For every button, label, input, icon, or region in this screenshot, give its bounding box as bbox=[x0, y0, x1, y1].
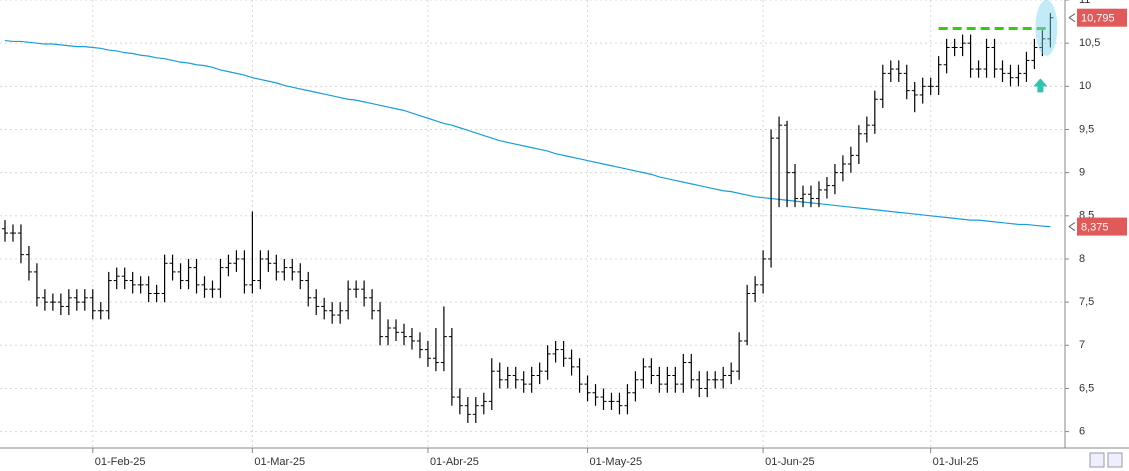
price-tag-pointer bbox=[1068, 13, 1076, 23]
y-tick-label: 8 bbox=[1079, 253, 1085, 265]
y-tick-label: 7 bbox=[1079, 339, 1085, 351]
y-tick-label: 6 bbox=[1079, 426, 1085, 438]
y-tick-label: 10,5 bbox=[1079, 37, 1100, 49]
price-tag-label: 8,375 bbox=[1081, 221, 1109, 233]
corner-buttons bbox=[1089, 452, 1123, 468]
highlight-ellipse bbox=[1035, 0, 1058, 56]
price-tag-pointer bbox=[1068, 222, 1076, 232]
y-tick-label: 10 bbox=[1079, 80, 1091, 92]
y-tick-label: 9,5 bbox=[1079, 123, 1094, 135]
y-tick-label: 11 bbox=[1079, 0, 1090, 6]
zoom-button[interactable] bbox=[1089, 452, 1105, 468]
x-tick-label: 01-Jun-25 bbox=[765, 456, 815, 468]
y-tick-label: 6,5 bbox=[1079, 382, 1094, 394]
price-tag-label: 10,795 bbox=[1081, 13, 1115, 25]
save-button[interactable] bbox=[1107, 452, 1123, 468]
price-tag bbox=[1077, 8, 1127, 27]
x-tick-label: 01-Feb-25 bbox=[95, 456, 146, 468]
x-tick-label: 01-May-25 bbox=[590, 456, 643, 468]
x-tick-label: 01-Abr-25 bbox=[430, 456, 479, 468]
price-tag bbox=[1077, 217, 1127, 236]
up-arrow bbox=[1033, 78, 1048, 93]
y-tick-label: 9 bbox=[1079, 167, 1085, 179]
moving-average bbox=[4, 39, 1051, 228]
x-tick-label: 01-Jul-25 bbox=[933, 456, 979, 468]
x-tick-label: 01-Mar-25 bbox=[254, 456, 305, 468]
y-tick-label: 7,5 bbox=[1079, 296, 1094, 308]
